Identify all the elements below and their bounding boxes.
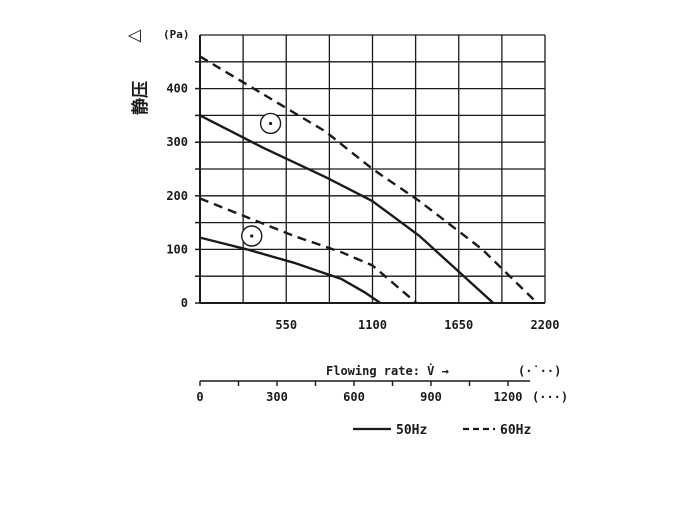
secondary-tick-label: 1200 [494, 390, 523, 404]
x-tick-label: 1100 [358, 318, 387, 332]
curve-60hz [199, 197, 418, 304]
curve-50hz [199, 236, 382, 304]
y-axis-label: 静压 [130, 81, 151, 115]
y-tick-label: 100 [166, 242, 188, 256]
y-axis-unit: (Pa) [163, 28, 190, 41]
operating-points [241, 112, 282, 247]
y-tick-label: 300 [166, 135, 188, 149]
x-axis-unit-secondary: (···) [532, 390, 568, 404]
secondary-tick-label: 0 [196, 390, 203, 404]
y-tick-label: 200 [166, 189, 188, 203]
x-tick-label: 1650 [444, 318, 473, 332]
secondary-x-axis: 0 300 600 900 1200 [196, 380, 530, 404]
legend-60hz-label: 60Hz [500, 423, 531, 438]
curve-60hz [199, 55, 538, 304]
legend: 50Hz 60Hz [353, 423, 531, 438]
secondary-tick-label: 900 [420, 390, 442, 404]
legend-50hz-label: 50Hz [396, 423, 427, 438]
secondary-tick-label: 600 [343, 390, 365, 404]
curve-50hz [199, 114, 495, 304]
operating-point-dot [250, 234, 254, 238]
series-curves [199, 55, 538, 304]
y-axis-symbol: △ [124, 29, 144, 43]
operating-point-dot [268, 121, 273, 126]
secondary-tick-label: 300 [266, 390, 288, 404]
y-tick-labels: 0 100 200 300 400 [166, 82, 188, 310]
y-tick-label: 0 [181, 296, 188, 310]
x-axis-label: Flowing rate: V̇ → [326, 363, 449, 378]
x-tick-labels: 550 1100 1650 2200 [275, 318, 559, 332]
grid [195, 34, 546, 304]
x-axis-unit-primary: (·˙··) [518, 364, 561, 378]
x-tick-label: 550 [275, 318, 297, 332]
y-tick-label: 400 [166, 82, 188, 96]
x-tick-label: 2200 [531, 318, 560, 332]
